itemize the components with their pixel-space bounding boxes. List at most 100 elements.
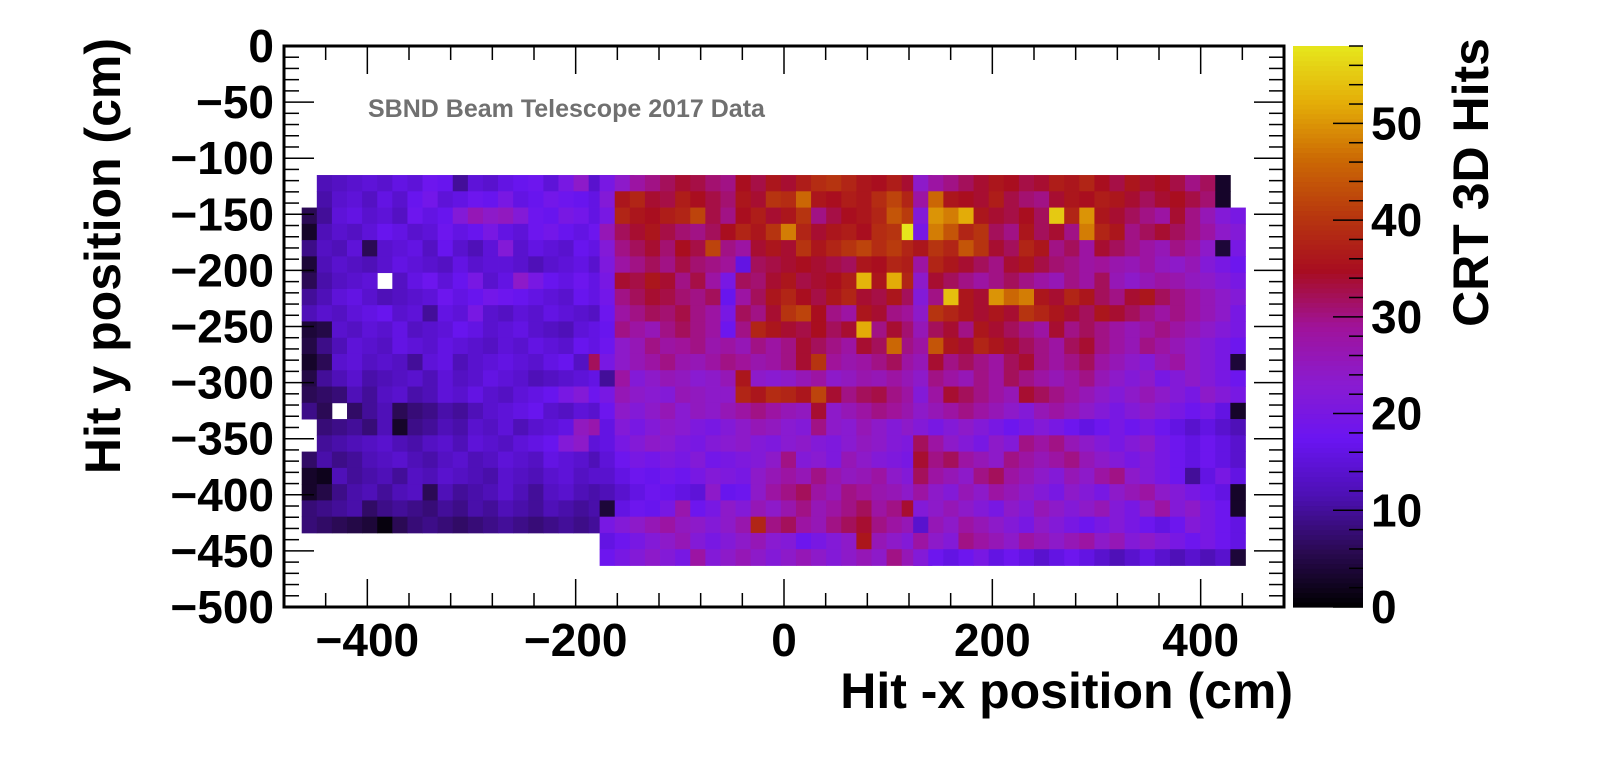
heatmap-cell <box>720 305 736 322</box>
heatmap-cell <box>811 207 827 225</box>
heatmap-cell <box>1169 321 1186 339</box>
heatmap-cell <box>958 419 974 436</box>
heatmap-cell <box>660 223 676 241</box>
heatmap-cell <box>362 256 378 274</box>
heatmap-cell <box>988 305 1005 322</box>
heatmap-cell <box>886 288 903 306</box>
heatmap-cell <box>660 500 676 518</box>
heatmap-cell <box>795 337 812 355</box>
heatmap-cell <box>482 370 499 387</box>
heatmap-cell <box>780 532 797 550</box>
heatmap-cell <box>1109 305 1126 322</box>
heatmap-cell <box>690 305 706 322</box>
heatmap-cell <box>750 353 767 371</box>
heatmap-cell <box>811 435 827 452</box>
heatmap-cell <box>1185 402 1201 420</box>
heatmap-cell <box>1034 435 1050 452</box>
heatmap-cell <box>826 467 842 485</box>
heatmap-cell <box>1003 467 1020 485</box>
heatmap-cell <box>795 419 812 436</box>
heatmap-cell <box>735 500 752 518</box>
heatmap-cell <box>437 419 454 436</box>
heatmap-cell <box>1079 191 1095 208</box>
heatmap-cell <box>886 240 903 257</box>
heatmap-cell <box>1034 175 1050 192</box>
heatmap-cell <box>1169 256 1186 274</box>
heatmap-cell <box>437 435 454 452</box>
heatmap-cell <box>1139 191 1156 208</box>
heatmap-cell <box>780 370 797 387</box>
heatmap-cell <box>543 207 559 225</box>
heatmap-cell <box>735 419 752 436</box>
heatmap-cell <box>1154 532 1171 550</box>
colorbar-segment <box>1293 152 1363 158</box>
y-tick-label: −450 <box>170 525 274 577</box>
heatmap-cell <box>943 288 959 306</box>
colorbar-tick-label: 30 <box>1371 291 1422 343</box>
heatmap-cell <box>973 207 990 225</box>
heatmap-cell <box>735 435 752 452</box>
heatmap-cell <box>347 419 363 436</box>
heatmap-cell <box>452 451 469 469</box>
colorbar-segment <box>1293 205 1363 212</box>
heatmap-cell <box>660 305 676 322</box>
heatmap-cell <box>573 435 590 452</box>
colorbar-segment <box>1293 60 1363 66</box>
heatmap-cell <box>1230 223 1246 241</box>
heatmap-cell <box>841 467 857 485</box>
heatmap-cell <box>599 532 616 550</box>
colorbar-segment <box>1293 539 1363 545</box>
heatmap-cell <box>913 467 929 485</box>
heatmap-cell <box>331 305 348 322</box>
heatmap-cell <box>886 337 903 355</box>
heatmap-cell <box>614 175 631 192</box>
heatmap-cell <box>1124 305 1141 322</box>
heatmap-cell <box>347 353 363 371</box>
heatmap-cell <box>1003 532 1020 550</box>
colorbar-segment <box>1293 568 1363 574</box>
heatmap-cell <box>735 305 752 322</box>
heatmap-cell <box>629 191 646 208</box>
heatmap-cell <box>886 175 903 192</box>
heatmap-cell <box>811 386 827 404</box>
heatmap-cell <box>1185 532 1201 550</box>
heatmap-cell <box>780 500 797 518</box>
heatmap-cell <box>1230 402 1246 420</box>
heatmap-cell <box>498 207 514 225</box>
heatmap-cell <box>913 484 929 501</box>
heatmap-cell <box>362 419 378 436</box>
heatmap-cell <box>1034 419 1050 436</box>
heatmap-cell <box>467 175 484 192</box>
heatmap-cell <box>871 451 887 469</box>
colorbar-segment <box>1293 224 1363 231</box>
heatmap-cell <box>1049 223 1065 241</box>
heatmap-cell <box>513 175 529 192</box>
heatmap-cell <box>614 500 631 518</box>
heatmap-cell <box>765 337 782 355</box>
heatmap-cell <box>958 532 974 550</box>
colorbar-segment <box>1293 389 1363 395</box>
heatmap-cell <box>660 240 676 257</box>
heatmap-cell <box>1079 337 1095 355</box>
heatmap-cell <box>871 549 887 566</box>
heatmap-cell <box>422 353 439 371</box>
heatmap-cell <box>1169 402 1186 420</box>
heatmap-cell <box>482 516 499 534</box>
heatmap-cell <box>543 451 559 469</box>
heatmap-cell <box>377 484 393 501</box>
heatmap-cell <box>437 256 454 274</box>
heatmap-cell <box>841 402 857 420</box>
heatmap-cell <box>347 435 363 452</box>
heatmap-cell <box>735 175 752 192</box>
heatmap-cell <box>629 175 646 192</box>
heatmap-cell <box>735 549 752 566</box>
heatmap-cell <box>1230 549 1246 566</box>
heatmap-cell <box>1230 516 1246 534</box>
heatmap-cell <box>422 272 439 290</box>
heatmap-cell <box>467 207 484 225</box>
heatmap-cell <box>1034 516 1050 534</box>
heatmap-cell <box>1018 549 1035 566</box>
heatmap-cell <box>316 484 333 501</box>
heatmap-cell <box>1185 386 1201 404</box>
heatmap-cell <box>573 419 590 436</box>
